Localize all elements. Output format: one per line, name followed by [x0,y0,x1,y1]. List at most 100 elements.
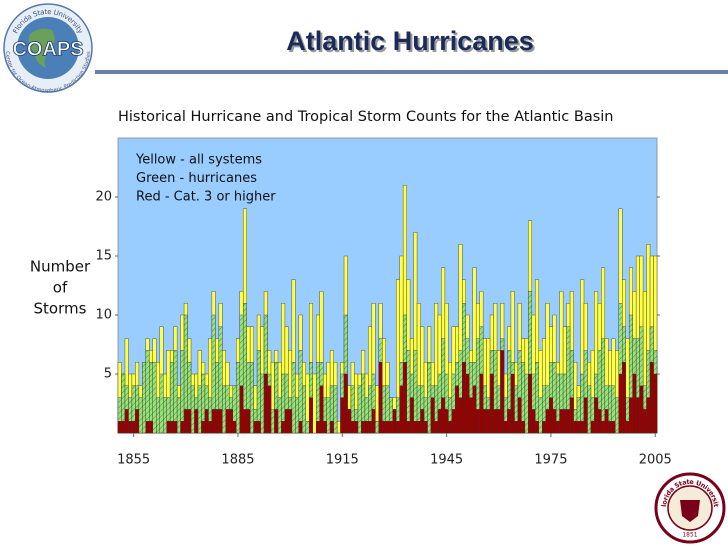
bar [583,397,588,434]
bar [549,397,553,434]
y-tick-label: 10 [95,308,112,323]
bar [531,409,536,434]
bar [343,373,348,434]
bar [545,409,550,434]
bar [131,421,136,434]
bar [538,397,543,434]
bar [653,373,658,434]
bar [173,350,178,434]
bar [284,409,289,434]
bar [389,421,393,434]
bar [406,350,411,434]
bar [642,409,647,434]
bar [149,421,153,434]
bar [295,397,300,434]
bar [305,421,310,434]
bar [479,373,484,434]
bar [472,385,477,434]
bar [580,421,585,434]
bar [152,362,157,434]
x-tick-label: 2005 [639,453,672,468]
bar [288,409,293,434]
bars [117,184,658,434]
bar [229,409,233,434]
chart-title: Historical Hurricane and Tropical Storm … [118,109,614,125]
slide-title: Atlantic Hurricanes [286,26,534,56]
bar [197,385,202,434]
seal-shield [680,500,700,522]
seal-year: 1851 [682,532,697,539]
bar [503,421,508,434]
bar [375,421,380,434]
bar [427,362,432,434]
bar [618,373,623,434]
bar [559,409,564,434]
y-axis-label: Storms [34,300,87,318]
bar [413,350,418,434]
bar [444,409,449,434]
bar [475,409,480,434]
bar [371,409,376,434]
bar [524,373,529,434]
bar [260,373,265,434]
bar [448,421,453,434]
bar [135,409,140,434]
bar [555,421,560,434]
bar [326,397,331,434]
bar [173,421,178,434]
bar [601,421,606,434]
bar [542,421,546,434]
bar [333,385,338,434]
logo-text: COAPS [12,38,83,60]
bar [222,385,227,434]
bar [156,397,160,434]
bar [392,409,397,434]
bar [159,373,164,434]
bar [646,397,651,434]
bar [190,385,195,434]
bar [253,421,258,434]
bar [628,397,633,434]
bar [117,421,122,434]
bar [451,409,456,434]
bar [507,409,512,434]
bar [590,421,595,434]
bar [180,421,185,434]
bar [354,421,359,434]
bar [489,373,494,434]
x-tick-label: 1855 [117,453,150,468]
bar [649,362,654,434]
bar [521,421,526,434]
bar [399,385,404,434]
y-tick-label: 5 [104,367,112,382]
bar [382,421,386,434]
bar [277,397,282,434]
bar [458,397,463,434]
bar [309,397,313,434]
bar [249,362,254,434]
bar [225,409,230,434]
bar [242,409,247,434]
bar [357,385,362,434]
y-tick-label: 20 [95,190,112,205]
logo-land [28,28,55,69]
bar [510,373,515,434]
bar [211,409,216,434]
bar [611,421,616,434]
bar [364,421,369,434]
bar [302,385,306,434]
x-tick-label: 1975 [534,453,567,468]
y-axis-label: of [53,279,68,297]
bar [291,362,296,434]
bar [430,397,435,434]
bar [409,397,414,434]
bar [416,421,421,434]
bar [635,397,640,434]
bar [142,362,147,434]
bar [493,409,498,434]
bar [124,409,129,434]
bar [274,409,279,434]
bar [597,409,602,434]
bar [298,421,303,434]
